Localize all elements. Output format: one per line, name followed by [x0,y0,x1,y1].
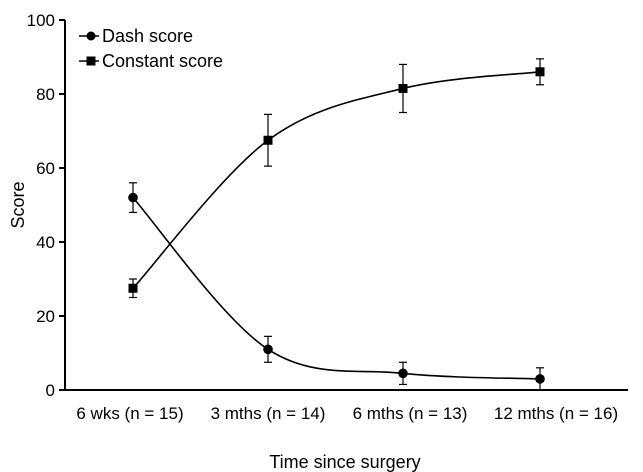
data-point [536,67,545,76]
series-line [133,198,540,379]
series-layer [128,59,545,390]
data-point [129,284,138,293]
series-constant [129,59,545,298]
y-ticks: 0 20 40 60 80 100 [27,11,65,400]
x-tick-label: 6 wks (n = 15) [76,404,183,423]
y-tick-label: 40 [36,233,55,252]
data-point [263,345,273,355]
legend-label-dash: Dash score [102,26,193,46]
x-tick-label: 3 mths (n = 14) [211,404,326,423]
series-dash [128,183,545,390]
data-point [264,136,273,145]
data-point [399,84,408,93]
x-tick-label: 6 mths (n = 13) [353,404,468,423]
x-axis-title: Time since surgery [269,452,420,472]
legend: Dash score Constant score [79,26,223,71]
y-tick-label: 20 [36,307,55,326]
data-point [535,374,545,384]
y-tick-label: 100 [27,11,55,30]
y-tick-label: 0 [46,381,55,400]
legend-marker-constant [87,57,96,66]
x-ticks: 6 wks (n = 15) 3 mths (n = 14) 6 mths (n =… [76,404,618,423]
y-tick-label: 60 [36,159,55,178]
y-tick-label: 80 [36,85,55,104]
data-point [128,193,138,203]
legend-marker-dash [87,32,96,41]
y-axis-title: Score [8,181,28,228]
legend-label-constant: Constant score [102,51,223,71]
series-line [133,72,540,288]
data-point [398,369,408,379]
x-tick-label: 12 mths (n = 16) [494,404,618,423]
